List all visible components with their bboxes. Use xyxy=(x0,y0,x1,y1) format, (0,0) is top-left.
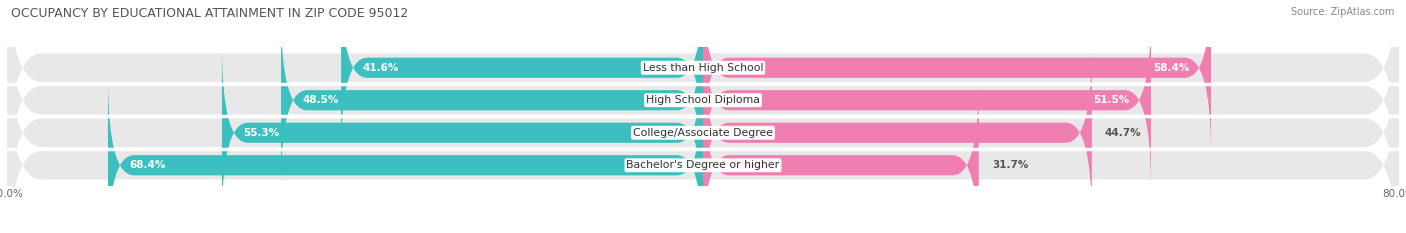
FancyBboxPatch shape xyxy=(7,50,1399,233)
FancyBboxPatch shape xyxy=(7,17,1399,233)
Text: 44.7%: 44.7% xyxy=(1105,128,1142,138)
FancyBboxPatch shape xyxy=(222,45,703,220)
Text: OCCUPANCY BY EDUCATIONAL ATTAINMENT IN ZIP CODE 95012: OCCUPANCY BY EDUCATIONAL ATTAINMENT IN Z… xyxy=(11,7,409,20)
FancyBboxPatch shape xyxy=(703,78,979,233)
FancyBboxPatch shape xyxy=(108,78,703,233)
Text: 31.7%: 31.7% xyxy=(991,160,1028,170)
FancyBboxPatch shape xyxy=(342,0,703,155)
Text: 48.5%: 48.5% xyxy=(302,95,339,105)
Text: 51.5%: 51.5% xyxy=(1092,95,1129,105)
Text: Source: ZipAtlas.com: Source: ZipAtlas.com xyxy=(1291,7,1395,17)
Text: Bachelor's Degree or higher: Bachelor's Degree or higher xyxy=(627,160,779,170)
Text: 41.6%: 41.6% xyxy=(363,63,399,73)
Text: High School Diploma: High School Diploma xyxy=(647,95,759,105)
Text: Less than High School: Less than High School xyxy=(643,63,763,73)
Text: 55.3%: 55.3% xyxy=(243,128,280,138)
Text: College/Associate Degree: College/Associate Degree xyxy=(633,128,773,138)
FancyBboxPatch shape xyxy=(7,0,1399,183)
Text: 58.4%: 58.4% xyxy=(1153,63,1189,73)
FancyBboxPatch shape xyxy=(7,0,1399,216)
FancyBboxPatch shape xyxy=(703,13,1152,188)
FancyBboxPatch shape xyxy=(703,0,1211,155)
FancyBboxPatch shape xyxy=(703,45,1092,220)
FancyBboxPatch shape xyxy=(281,13,703,188)
Text: 68.4%: 68.4% xyxy=(129,160,166,170)
